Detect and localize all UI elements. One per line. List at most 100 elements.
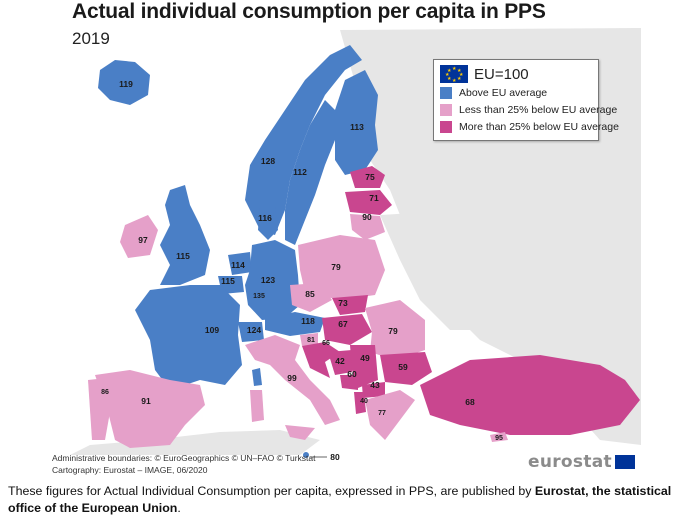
value-label-si: 81 xyxy=(307,337,315,344)
country-north-macedonia xyxy=(362,382,385,398)
value-label-sk: 73 xyxy=(338,298,348,308)
value-label-dk: 116 xyxy=(258,213,272,223)
value-label-ro: 79 xyxy=(388,326,398,336)
country-france xyxy=(135,285,242,390)
country-slovakia xyxy=(332,295,368,315)
land-ukraine-belarus xyxy=(380,210,540,330)
value-label-rs: 49 xyxy=(360,353,370,363)
country-portugal xyxy=(88,378,110,440)
legend-swatch xyxy=(440,120,452,133)
value-label-is: 119 xyxy=(119,79,133,89)
country-iceland xyxy=(98,60,150,105)
value-label-cy: 95 xyxy=(495,435,503,442)
country-norway xyxy=(245,45,362,235)
value-label-at: 118 xyxy=(301,316,315,326)
country-hungary xyxy=(322,314,372,345)
country-austria xyxy=(265,312,325,336)
island-sardinia xyxy=(250,390,264,422)
value-label-fr: 109 xyxy=(205,325,219,335)
country-greece xyxy=(365,390,415,440)
value-label-ee: 75 xyxy=(365,172,375,182)
value-label-de: 123 xyxy=(261,275,275,285)
value-label-pl: 79 xyxy=(331,262,341,272)
country-germany xyxy=(245,240,300,320)
credits-boundaries: Administrative boundaries: © EuroGeograp… xyxy=(52,453,316,463)
caption-end: . xyxy=(177,501,181,515)
country-estonia xyxy=(350,166,385,188)
country-sweden xyxy=(285,100,335,245)
country-bulgaria xyxy=(380,352,432,385)
caption-text: These figures for Actual Individual Cons… xyxy=(8,484,535,498)
land-north-africa xyxy=(70,430,320,455)
value-label-lt: 90 xyxy=(362,212,372,222)
value-label-hr: 66 xyxy=(322,340,330,347)
legend-item-less: Less than 25% below EU average xyxy=(440,101,617,118)
value-label-be: 115 xyxy=(221,276,235,286)
legend-item-more: More than 25% below EU average xyxy=(440,118,619,135)
island-sicily xyxy=(285,425,315,440)
country-albania xyxy=(354,392,366,414)
country-ireland xyxy=(120,215,158,258)
value-label-gr: 77 xyxy=(378,410,386,417)
value-label-me: 60 xyxy=(347,369,357,379)
country-slovenia xyxy=(300,333,318,346)
logo-text: eurostat xyxy=(528,452,612,472)
map-credits: Administrative boundaries: © EuroGeograp… xyxy=(52,452,316,476)
country-switzerland xyxy=(238,322,264,342)
country-lithuania xyxy=(350,214,385,240)
value-label-hu: 67 xyxy=(338,319,348,329)
legend-header: ★ ★ ★ ★ ★ ★ ★ ★ EU=100 xyxy=(440,64,592,84)
caption: These figures for Actual Individual Cons… xyxy=(8,483,692,517)
value-label-cz: 85 xyxy=(305,289,315,299)
legend-label: Above EU average xyxy=(459,86,548,99)
value-label-nl: 114 xyxy=(231,260,245,270)
value-label-al: 40 xyxy=(360,398,368,405)
legend-label: Less than 25% below EU average xyxy=(459,103,618,116)
eu-flag-icon xyxy=(614,455,635,469)
map-subtitle: 2019 xyxy=(72,29,110,48)
value-label-bg: 59 xyxy=(398,362,408,372)
eu-flag-icon: ★ ★ ★ ★ ★ ★ ★ ★ xyxy=(440,65,468,84)
island-corsica xyxy=(252,368,262,386)
country-cyprus xyxy=(490,432,508,442)
country-italy xyxy=(245,335,340,425)
country-croatia xyxy=(302,342,340,378)
credits-cartography: Cartography: Eurostat – IMAGE, 06/2020 xyxy=(52,465,208,475)
value-label-lv: 71 xyxy=(369,193,379,203)
value-label-fi: 113 xyxy=(350,122,364,132)
caption-source: Eurostat, the statistical office of the … xyxy=(8,484,672,515)
country-uk xyxy=(160,185,210,285)
value-label-mk: 43 xyxy=(370,380,380,390)
legend-swatch xyxy=(440,86,452,99)
country-denmark xyxy=(258,205,278,240)
value-label-it: 99 xyxy=(287,373,297,383)
country-bosnia xyxy=(328,350,352,375)
value-label-pt: 86 xyxy=(101,389,109,396)
legend-title: EU=100 xyxy=(474,65,529,83)
country-finland xyxy=(335,70,378,175)
legend-label: More than 25% below EU average xyxy=(459,120,619,133)
legend-item-above: Above EU average xyxy=(440,84,592,101)
value-label-se: 112 xyxy=(293,167,307,177)
country-czechia xyxy=(290,283,332,312)
value-label-es: 91 xyxy=(141,396,151,406)
value-label-uk: 115 xyxy=(176,251,190,261)
value-label-lu: 135 xyxy=(253,293,265,300)
value-label-ie: 97 xyxy=(138,235,148,245)
country-spain xyxy=(95,370,205,448)
legend: ★ ★ ★ ★ ★ ★ ★ ★ EU=100 Above EU average Less… xyxy=(433,59,619,141)
legend-swatch xyxy=(440,103,452,116)
country-malta xyxy=(303,452,309,458)
value-label-no: 128 xyxy=(261,156,275,166)
country-netherlands xyxy=(228,252,252,275)
country-turkey xyxy=(420,355,640,435)
value-label-tr: 68 xyxy=(465,397,475,407)
country-montenegro xyxy=(340,375,358,390)
country-romania xyxy=(365,300,425,360)
value-label-ch: 124 xyxy=(247,325,261,335)
map-title: Actual individual consumption per capita… xyxy=(72,0,546,23)
country-latvia xyxy=(345,190,392,215)
value-label-ba: 42 xyxy=(335,356,345,366)
value-label-mt: 80 xyxy=(330,452,340,462)
eurostat-logo: eurostat xyxy=(528,452,635,472)
